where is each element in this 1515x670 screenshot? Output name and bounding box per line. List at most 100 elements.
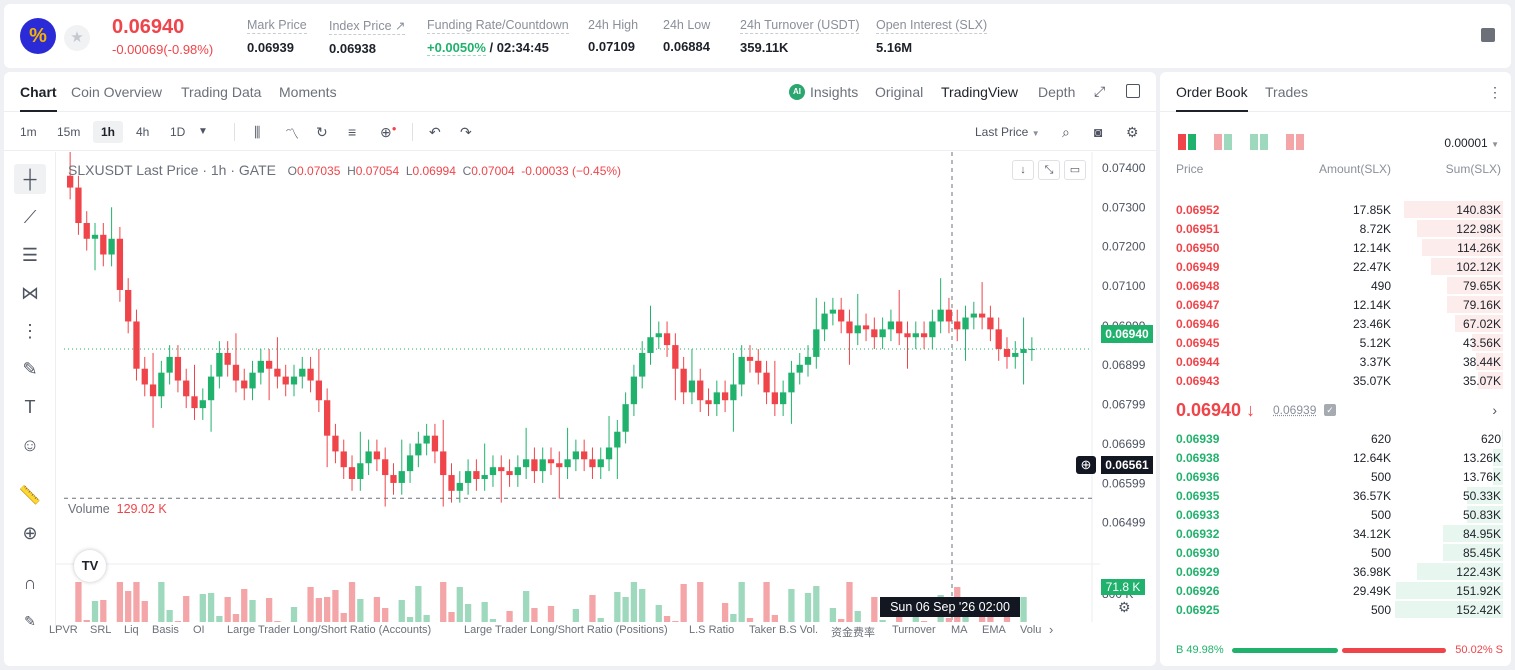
bid-row[interactable]: 0.06938 12.64K 13.26K	[1160, 448, 1511, 467]
bid-row[interactable]: 0.06936 500 13.76K	[1160, 467, 1511, 486]
precision-select[interactable]: 0.00001 ▼	[1444, 136, 1499, 150]
indicator-ls-accounts[interactable]: Large Trader Long/Short Ratio (Accounts)	[227, 624, 432, 636]
stat-24h-high: 24h High 0.07109	[588, 18, 638, 54]
bid-row[interactable]: 0.06930 500 85.45K	[1160, 543, 1511, 562]
tab-moments[interactable]: Moments	[279, 84, 337, 100]
indicator-taker-vol[interactable]: Taker B.S Vol.	[749, 624, 819, 636]
collapse-icon[interactable]: ⤡	[1038, 160, 1060, 180]
more-icon[interactable]: ⋮	[1488, 84, 1502, 100]
ask-row[interactable]: 0.06951 8.72K 122.98K	[1160, 219, 1511, 238]
ask-row[interactable]: 0.06943 35.07K 35.07K	[1160, 371, 1511, 390]
book-icon[interactable]	[1481, 28, 1495, 42]
ask-row[interactable]: 0.06952 17.85K 140.83K	[1160, 200, 1511, 219]
timeframe-4h[interactable]: 4h	[136, 125, 150, 139]
ask-row[interactable]: 0.06948 490 79.65K	[1160, 276, 1511, 295]
fib-icon[interactable]: ⋮	[21, 321, 39, 341]
indicator-funding-rate[interactable]: 资金费率	[831, 627, 875, 639]
timeframe-1d[interactable]: 1D	[170, 125, 186, 139]
chevron-right-icon[interactable]: ›	[1492, 402, 1497, 418]
add-alert-icon[interactable]: ⊕	[1076, 456, 1096, 474]
arrow-down-icon[interactable]: ↓	[1012, 160, 1034, 180]
bid-row[interactable]: 0.06925 500 152.42K	[1160, 600, 1511, 619]
tab-depth[interactable]: Depth	[1038, 84, 1076, 100]
price-type-select[interactable]: Last Price ▼	[975, 125, 1040, 139]
candle-type-icon[interactable]: ⫼	[254, 124, 261, 140]
crosshair-icon[interactable]: ┼	[14, 164, 46, 194]
stat-24h-turnover[interactable]: 24h Turnover (USDT) 359.11K	[740, 18, 860, 55]
indicator-liq[interactable]: Liq	[124, 624, 139, 636]
timeframe-dropdown-icon[interactable]: ▼	[198, 126, 208, 137]
bid-row[interactable]: 0.06932 34.12K 84.95K	[1160, 524, 1511, 543]
ask-row[interactable]: 0.06946 23.46K 67.02K	[1160, 314, 1511, 333]
timeframe-15m[interactable]: 15m	[57, 125, 81, 139]
indicator-ma[interactable]: MA	[951, 624, 968, 636]
volume-value: 129.02 K	[116, 502, 167, 516]
view-sells-icon[interactable]	[1286, 134, 1304, 150]
tab-insights[interactable]: Insights	[810, 84, 859, 100]
settings-gear-icon[interactable]: ⚙	[1126, 124, 1139, 140]
add-icon[interactable]: ⊕●	[380, 124, 397, 140]
indicator-ls-positions[interactable]: Large Trader Long/Short Ratio (Positions…	[464, 624, 668, 636]
indicator-ls-ratio[interactable]: L.S Ratio	[689, 624, 735, 636]
indicator-turnover[interactable]: Turnover	[892, 624, 936, 636]
indicator-ema[interactable]: EMA	[982, 624, 1006, 636]
magnet-icon[interactable]: ∩	[23, 573, 37, 593]
tab-order-book[interactable]: Order Book	[1176, 84, 1248, 112]
indicators-icon[interactable]: 〽	[285, 126, 299, 142]
compare-icon[interactable]: ↻	[316, 124, 328, 140]
stat-open-interest[interactable]: Open Interest (SLX) 5.16M	[876, 18, 988, 55]
tab-coin-overview[interactable]: Coin Overview	[71, 84, 163, 100]
ask-row[interactable]: 0.06950 12.14K 114.26K	[1160, 238, 1511, 257]
search-icon[interactable]: ⌕	[1062, 124, 1070, 140]
bid-row[interactable]: 0.06939 620 620	[1160, 429, 1511, 448]
view-asks-icon[interactable]	[1214, 134, 1232, 150]
chevron-right-icon[interactable]: ›	[1049, 622, 1054, 637]
ask-row[interactable]: 0.06945 5.12K 43.56K	[1160, 333, 1511, 352]
view-both-icon[interactable]	[1178, 134, 1196, 150]
camera-icon[interactable]: ◙	[1094, 124, 1103, 140]
ask-row[interactable]: 0.06949 22.47K 102.12K	[1160, 257, 1511, 276]
pattern-icon[interactable]: ⋈	[21, 283, 39, 303]
templates-icon[interactable]: ≡	[348, 124, 357, 140]
brush-icon[interactable]: ✎	[22, 359, 38, 379]
indicator-lpvr[interactable]: LPVR	[49, 624, 78, 636]
window-icon[interactable]	[1126, 84, 1140, 98]
price-chart[interactable]: 0.074000.073000.072000.071000.069990.068…	[56, 152, 1156, 622]
redo-icon[interactable]: ↷	[460, 124, 472, 140]
undo-icon[interactable]: ↶	[429, 124, 441, 140]
bid-row[interactable]: 0.06935 36.57K 50.33K	[1160, 486, 1511, 505]
horizontal-lines-icon[interactable]: ☰	[21, 245, 39, 265]
timeframe-1h[interactable]: 1h	[93, 121, 124, 143]
view-bids-icon[interactable]	[1250, 134, 1268, 150]
stat-funding-rate[interactable]: Funding Rate/Countdown +0.0050% / 02:34:…	[427, 18, 569, 56]
indicator-basis[interactable]: Basis	[152, 624, 179, 636]
tab-tradingview[interactable]: TradingView	[941, 84, 1019, 100]
indicator-srl[interactable]: SRL	[90, 624, 112, 636]
indicator-oi[interactable]: OI	[193, 624, 205, 636]
candle-body	[1003, 349, 1011, 357]
bid-row[interactable]: 0.06929 36.98K 122.43K	[1160, 562, 1511, 581]
stat-index-price[interactable]: Index Price ↗ 0.06938	[329, 18, 406, 56]
favorite-star-icon[interactable]: ★	[64, 25, 90, 51]
timeframe-1m[interactable]: 1m	[20, 125, 37, 139]
bid-row[interactable]: 0.06926 29.49K 151.92K	[1160, 581, 1511, 600]
tab-trading-data[interactable]: Trading Data	[181, 84, 262, 100]
ruler-icon[interactable]: 📏	[18, 485, 42, 505]
maximize-icon[interactable]: ▭	[1064, 160, 1086, 180]
pencil-lock-icon[interactable]: ✎	[24, 613, 36, 629]
tradingview-logo[interactable]: TV	[74, 550, 106, 582]
emoji-icon[interactable]: ☺	[20, 435, 40, 455]
text-icon[interactable]: T	[24, 397, 36, 417]
zoom-in-icon[interactable]: ⊕	[22, 523, 38, 543]
tab-trades[interactable]: Trades	[1265, 84, 1309, 100]
tab-original[interactable]: Original	[875, 84, 924, 100]
indicator-volume[interactable]: Volu	[1020, 624, 1042, 636]
ask-row[interactable]: 0.06944 3.37K 38.44K	[1160, 352, 1511, 371]
bid-row[interactable]: 0.06933 500 50.83K	[1160, 505, 1511, 524]
expand-icon[interactable]: ⤢	[1094, 83, 1106, 99]
axis-settings-icon[interactable]: ⚙	[1118, 599, 1131, 615]
tab-chart[interactable]: Chart	[20, 84, 57, 112]
stat-mark-price[interactable]: Mark Price 0.06939	[247, 18, 307, 55]
trend-line-icon[interactable]: ⟋	[23, 207, 37, 227]
ask-row[interactable]: 0.06947 12.14K 79.16K	[1160, 295, 1511, 314]
